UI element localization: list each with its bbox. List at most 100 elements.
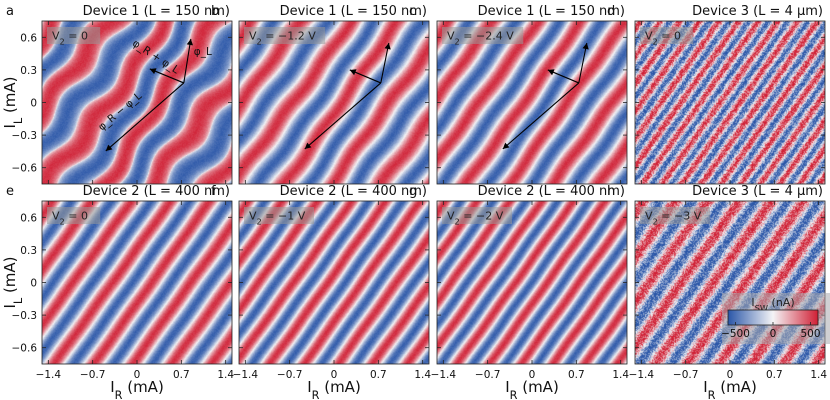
x-tick-label: 1.4 [217,369,234,381]
v2-badge [442,207,512,224]
phase-vector [105,82,185,152]
panels-group: a Device 1 (L = 150 nm) V2 = 0 0.6 0.3 0 −0.3 −… [6,4,830,381]
v2-badge [47,27,101,44]
phase-vector [183,38,192,84]
phase-vector [304,82,382,150]
x-tick-label: 1.4 [810,369,827,381]
panel-letter: a [6,4,14,19]
x-tick-label: −1.4 [629,369,655,381]
axis-labels: IL (mA) IL (mA) IR (mA) IR (mA) IR (mA) IR (m… [1,76,757,400]
panel-title: Device 3 (L = 4 μm) [692,184,823,199]
colorbar-tick-label: −500 [721,328,750,340]
phase-vector [578,42,588,84]
vector-arrowhead [547,69,555,76]
v2-label: V2 = −1.2 V [249,30,316,47]
panel-e: e Device 2 (L = 400 nm) V2 = 0 −1.4 −0.7 0 0.7… [6,184,234,381]
heatmap-e [42,201,232,364]
panel-letter: b [211,4,219,19]
x-axis-label: IR (mA) [307,378,361,400]
phase-vector [380,42,390,84]
x-axis-label: IR (mA) [505,378,559,400]
v2-label: V2 = 0 [645,30,681,47]
x-tick-label: 0 [727,369,734,381]
y-axis-label: IL (mA) [1,256,25,308]
panel-d: d Device 3 (L = 4 μm) V2 = 0 [607,4,826,185]
y-tick-label: −0.3 [12,130,38,142]
x-tick-label: −1.4 [233,369,259,381]
y-tick-label: 0 [30,278,37,290]
vector-arrowhead [502,142,510,149]
panel-letter: h [607,184,615,199]
x-axis-label: IR (mA) [703,378,757,400]
y-axis-label: IL (mA) [1,76,25,128]
phase-vector [149,68,185,84]
colorbar-tick-label: 0 [770,328,777,340]
vector-arrowhead [149,68,157,75]
x-tick-label: −0.7 [80,369,106,381]
x-tick-label: 0.7 [173,369,190,381]
panel-title: Device 1 (L = 150 nm) [478,4,625,19]
vector-arrowhead [349,69,357,76]
x-tick-label: 0 [134,369,141,381]
panel-letter: d [607,4,615,19]
x-tick-label: 0.7 [568,369,585,381]
colorbar-label: ISW (nA) [751,296,794,313]
heatmap-f [239,201,429,364]
panel-h: h Device 3 (L = 4 μm) V2 = −3 V −1.4 −0.7 0 0.… [607,184,830,381]
x-tick-label: 0 [529,369,536,381]
v2-label: V2 = 0 [52,30,88,47]
v2-badge [640,207,710,224]
panel-letter: e [6,184,14,199]
heatmap-d [635,21,825,184]
heatmap-g [437,201,627,364]
y-tick-label: −0.3 [12,310,38,322]
vector-arrowhead [304,142,312,149]
x-tick-label: 0.7 [766,369,783,381]
v2-badge [244,27,326,44]
y-tick-label: −0.6 [12,163,38,175]
vector-arrowhead [186,38,194,46]
panel-letter: c [409,4,416,19]
panel-title: Device 3 (L = 4 μm) [692,4,823,19]
panel-f: f Device 2 (L = 400 nm) V2 = −1 V −1.4 −0.7 0… [211,184,431,381]
heatmap-b [239,21,429,184]
x-tick-label: −1.4 [36,369,62,381]
v2-badge [47,207,101,224]
colorbar-tick-label: 500 [800,328,820,340]
panel-title: Device 2 (L = 400 nm) [478,184,625,199]
panel-title: Device 2 (L = 400 nm) [280,184,427,199]
v2-label: V2 = −3 V [645,210,702,227]
vector-label: φ_L [194,46,212,58]
y-tick-label: 0.6 [20,212,37,224]
x-tick-label: 0 [331,369,338,381]
x-tick-label: −0.7 [277,369,303,381]
panel-title: Device 1 (L = 150 nm) [280,4,427,19]
panel-a: a Device 1 (L = 150 nm) V2 = 0 0.6 0.3 0 −0.3 −… [6,4,233,185]
panel-letter: g [409,184,417,199]
x-tick-label: 1.4 [414,369,431,381]
v2-label: V2 = −2.4 V [447,30,514,47]
x-axis-label: IR (mA) [110,378,164,400]
panel-c: c Device 1 (L = 150 nm) V2 = −2.4 V [409,4,628,185]
y-tick-label: 0.3 [20,245,37,257]
phase-vector [502,82,580,150]
x-tick-label: 0.7 [370,369,387,381]
panel-b: b Device 1 (L = 150 nm) V2 = −1.2 V [211,4,430,185]
y-tick-label: 0 [30,98,37,110]
y-tick-label: 0.3 [20,65,37,77]
vector-arrowhead [582,42,589,50]
panel-letter: f [211,184,216,199]
x-tick-label: −1.4 [431,369,457,381]
v2-label: V2 = 0 [52,210,88,227]
vector-arrowhead [384,42,391,50]
panel-title: Device 2 (L = 400 nm) [83,184,230,199]
v2-label: V2 = −1 V [249,210,306,227]
v2-badge [640,27,694,44]
panel-title: Device 1 (L = 150 nm) [83,4,230,19]
v2-badge [244,207,314,224]
heatmap-a [42,21,232,184]
panel-g: g Device 2 (L = 400 nm) V2 = −2 V −1.4 −0.7 0… [409,184,629,381]
x-tick-label: −0.7 [673,369,699,381]
y-tick-label: 0.6 [20,32,37,44]
